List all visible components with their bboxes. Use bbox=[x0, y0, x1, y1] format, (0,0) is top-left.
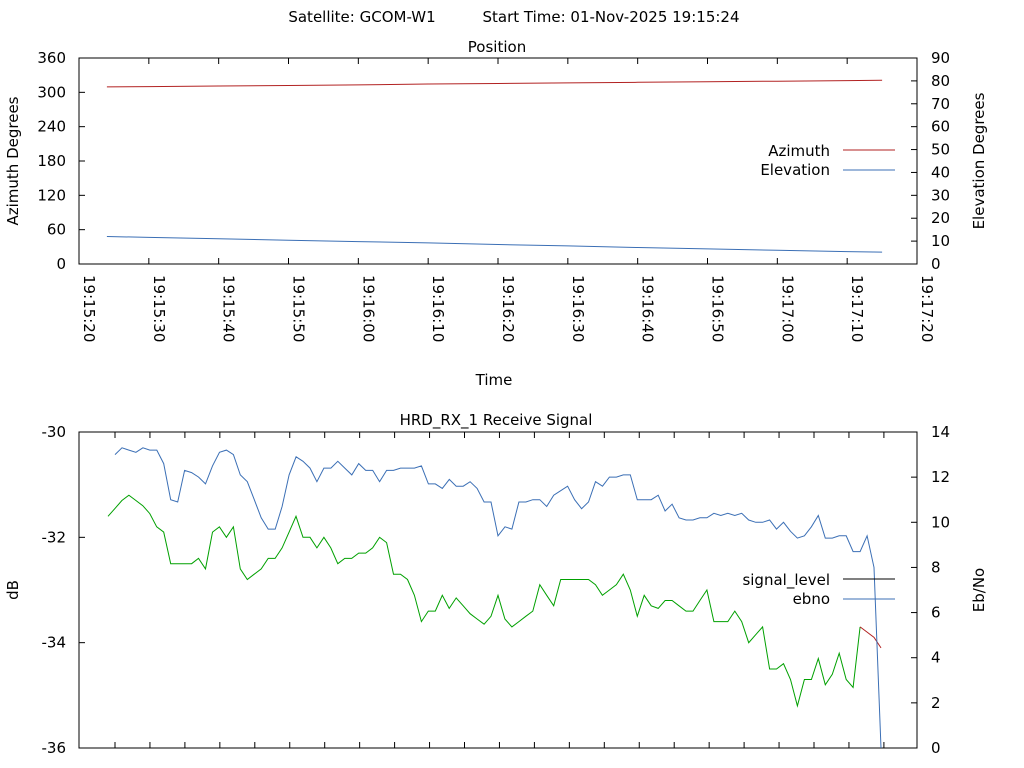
position-series bbox=[106, 79, 883, 253]
azimuth-tick-label: 240 bbox=[37, 118, 66, 136]
ebno-tick-label: 4 bbox=[931, 649, 941, 667]
elevation-tick-label: 30 bbox=[931, 186, 950, 204]
azimuth-tick-label: 0 bbox=[56, 255, 66, 273]
time-tick-label: 19:17:20 bbox=[918, 275, 936, 342]
ebno-tick-label: 6 bbox=[931, 604, 941, 622]
series-line-signal-level-tail bbox=[859, 626, 882, 649]
receive-signal-chart: HRD_RX_1 Receive Signal -36 -34 -32 -30 0 2 4 6… bbox=[4, 411, 988, 757]
legend-label-signal-level: signal_level bbox=[742, 571, 830, 590]
time-tick-label: 19:16:40 bbox=[639, 275, 657, 342]
time-tick-label: 19:16:50 bbox=[709, 275, 727, 342]
db-axis-label: dB bbox=[4, 580, 22, 600]
azimuth-axis-label: Azimuth Degrees bbox=[4, 96, 22, 225]
series-line-azimuth bbox=[106, 79, 883, 88]
elevation-axis-label: Elevation Degrees bbox=[970, 92, 988, 229]
time-tick-label: 19:15:30 bbox=[150, 275, 168, 342]
position-chart: Position 0 60 120 180 240 300 360 0 10 20 30 40 50 60… bbox=[4, 38, 988, 389]
db-tick-label: -32 bbox=[42, 528, 67, 546]
db-tick-label: -30 bbox=[42, 423, 67, 441]
azimuth-tick-label: 360 bbox=[37, 49, 66, 67]
db-tick-label: -36 bbox=[42, 739, 67, 757]
position-axes: 0 60 120 180 240 300 360 0 10 20 30 40 50 60 70 80 90 19:… bbox=[37, 49, 950, 342]
signal-series bbox=[107, 447, 882, 749]
legend-label-ebno: ebno bbox=[793, 590, 830, 608]
azimuth-tick-label: 300 bbox=[37, 83, 66, 101]
satellite-label: Satellite: GCOM-W1 bbox=[288, 8, 435, 26]
ebno-tick-label: 12 bbox=[931, 468, 950, 486]
time-tick-label: 19:16:10 bbox=[429, 275, 447, 342]
db-tick-label: -34 bbox=[42, 634, 67, 652]
series-line-signal-level bbox=[107, 494, 861, 708]
time-tick-label: 19:15:40 bbox=[220, 275, 238, 342]
series-line-elevation bbox=[106, 236, 883, 253]
elevation-tick-label: 20 bbox=[931, 209, 950, 227]
azimuth-tick-label: 60 bbox=[47, 221, 66, 239]
receive-signal-chart-title: HRD_RX_1 Receive Signal bbox=[400, 411, 593, 430]
ebno-tick-label: 10 bbox=[931, 513, 950, 531]
time-tick-label: 19:15:20 bbox=[80, 275, 98, 342]
elevation-tick-label: 50 bbox=[931, 141, 950, 159]
time-tick-label: 19:17:00 bbox=[778, 275, 796, 342]
position-x-label: Time bbox=[475, 371, 513, 389]
elevation-tick-label: 80 bbox=[931, 72, 950, 90]
time-tick-label: 19:15:50 bbox=[290, 275, 308, 342]
ebno-tick-label: 0 bbox=[931, 739, 941, 757]
time-tick-label: 19:16:20 bbox=[499, 275, 517, 342]
ebno-tick-label: 2 bbox=[931, 694, 941, 712]
legend-label-azimuth: Azimuth bbox=[768, 142, 830, 160]
time-tick-label: 19:16:00 bbox=[359, 275, 377, 342]
time-tick-label: 19:17:10 bbox=[848, 275, 866, 342]
signal-axes: -36 -34 -32 -30 0 2 4 6 8 10 12 14 bbox=[42, 423, 951, 757]
series-line-ebno bbox=[114, 447, 882, 749]
elevation-tick-label: 40 bbox=[931, 163, 950, 181]
legend-label-elevation: Elevation bbox=[760, 161, 830, 179]
elevation-tick-label: 70 bbox=[931, 95, 950, 113]
elevation-tick-label: 60 bbox=[931, 118, 950, 136]
position-chart-title: Position bbox=[468, 38, 526, 56]
ebno-tick-label: 14 bbox=[931, 423, 950, 441]
azimuth-tick-label: 180 bbox=[37, 152, 66, 170]
time-tick-label: 19:16:30 bbox=[569, 275, 587, 342]
ebno-tick-label: 8 bbox=[931, 558, 941, 576]
azimuth-tick-label: 120 bbox=[37, 186, 66, 204]
elevation-tick-label: 90 bbox=[931, 49, 950, 67]
start-time-label: Start Time: 01-Nov-2025 19:15:24 bbox=[482, 8, 739, 26]
elevation-tick-label: 0 bbox=[931, 255, 941, 273]
elevation-tick-label: 10 bbox=[931, 232, 950, 250]
position-legend: Azimuth Elevation bbox=[760, 142, 895, 179]
signal-legend: signal_level ebno bbox=[742, 571, 895, 608]
ebno-axis-label: Eb/No bbox=[970, 568, 988, 612]
signal-plot-frame bbox=[78, 431, 918, 749]
